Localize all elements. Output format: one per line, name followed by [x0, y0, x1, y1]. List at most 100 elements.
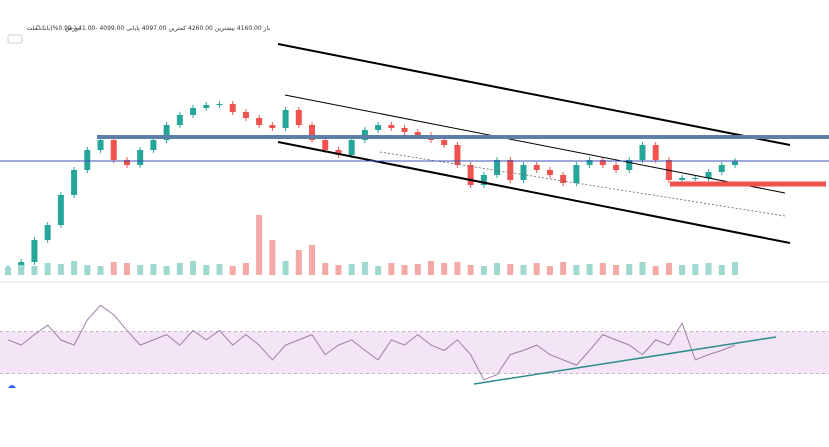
- candle: [110, 140, 117, 160]
- volume-bar: [163, 266, 170, 275]
- volume-bar: [44, 263, 51, 275]
- volume-bar: [639, 262, 646, 275]
- volume-bar: [441, 263, 448, 275]
- volume-bar: [5, 267, 11, 275]
- volume-bar: [123, 263, 130, 275]
- candle: [375, 125, 382, 130]
- volume-bar: [176, 263, 183, 275]
- volume-bar: [494, 263, 501, 275]
- volume-bar: [335, 265, 342, 275]
- volume-bar: [309, 245, 316, 275]
- candle: [216, 104, 223, 105]
- volume-bar: [507, 264, 514, 275]
- volume-bar: [599, 263, 606, 275]
- volume-bar: [269, 240, 276, 275]
- candle: [718, 165, 725, 172]
- rsi-band: [0, 331, 829, 374]
- candle: [163, 125, 170, 140]
- collapse-button[interactable]: [7, 34, 23, 44]
- drawings: [0, 43, 829, 385]
- volume-bar: [546, 266, 553, 275]
- volume-bar: [705, 263, 712, 275]
- volume-bar: [427, 261, 434, 275]
- volume-bar: [150, 264, 157, 275]
- volume-bar: [137, 265, 144, 275]
- volume-bar: [97, 266, 104, 275]
- volume-bar: [401, 265, 408, 275]
- candle: [242, 112, 249, 118]
- volume-bar: [613, 265, 620, 275]
- candle: [176, 115, 183, 125]
- candle: [480, 175, 487, 185]
- candle: [507, 160, 514, 180]
- volume-bar: [414, 264, 421, 275]
- candle: [613, 165, 620, 170]
- volume-bar: [348, 264, 355, 275]
- candle: [123, 160, 130, 165]
- candle: [335, 150, 342, 155]
- volume-bar: [84, 265, 91, 275]
- volume-bar: [533, 263, 540, 275]
- candle: [454, 145, 461, 165]
- volume-bar: [71, 261, 78, 275]
- volume-bar: [679, 265, 686, 275]
- trend-line: [379, 151, 786, 217]
- candle: [520, 165, 527, 180]
- volume-bar: [203, 265, 210, 275]
- candle: [705, 172, 712, 178]
- volume-bar: [256, 215, 263, 275]
- candle: [692, 178, 699, 179]
- candle: [282, 110, 289, 128]
- candle: [441, 140, 448, 145]
- volume-bar: [282, 261, 289, 275]
- volume-bar: [322, 263, 329, 275]
- volume-bar: [190, 261, 197, 275]
- volume-bar: [242, 263, 249, 275]
- volume-bar: [110, 262, 117, 275]
- candle: [229, 104, 236, 112]
- candle: [256, 118, 263, 125]
- candle: [44, 225, 51, 240]
- candle: [322, 140, 329, 150]
- candle: [414, 132, 421, 135]
- candle: [190, 108, 197, 115]
- volume-bar: [480, 266, 487, 275]
- candle: [401, 128, 408, 132]
- volume-bar: [18, 265, 25, 275]
- interval: D: [36, 25, 41, 32]
- candle: [388, 125, 395, 128]
- volume-bar: [626, 264, 633, 275]
- volume-bar: [375, 266, 382, 275]
- candle: [652, 145, 659, 160]
- volume-bar: [665, 263, 672, 275]
- candle: [494, 160, 501, 175]
- candle: [639, 145, 646, 160]
- candle: [626, 160, 633, 170]
- candle: [599, 160, 606, 165]
- candle: [137, 150, 144, 165]
- volume-bar: [652, 266, 659, 275]
- volume-bar: [454, 262, 461, 275]
- volume-bar: [718, 265, 725, 275]
- exchange: بورس: [65, 25, 80, 32]
- candle: [269, 125, 276, 128]
- volume-bar: [692, 264, 699, 275]
- candle: [97, 140, 104, 150]
- trend-line: [277, 43, 791, 146]
- candle: [732, 161, 738, 165]
- candle: [203, 105, 210, 108]
- candle: [546, 170, 553, 175]
- volume-bar: [520, 265, 527, 275]
- volume-bar: [361, 262, 368, 275]
- rsi-line: [7, 304, 736, 381]
- candle: [150, 140, 157, 150]
- volume-bar: [388, 263, 395, 275]
- volume-bar: [57, 264, 64, 275]
- volume-bar: [295, 250, 302, 275]
- candle: [71, 170, 78, 195]
- logo: [8, 385, 16, 388]
- candle: [348, 140, 355, 155]
- candle: [560, 175, 567, 183]
